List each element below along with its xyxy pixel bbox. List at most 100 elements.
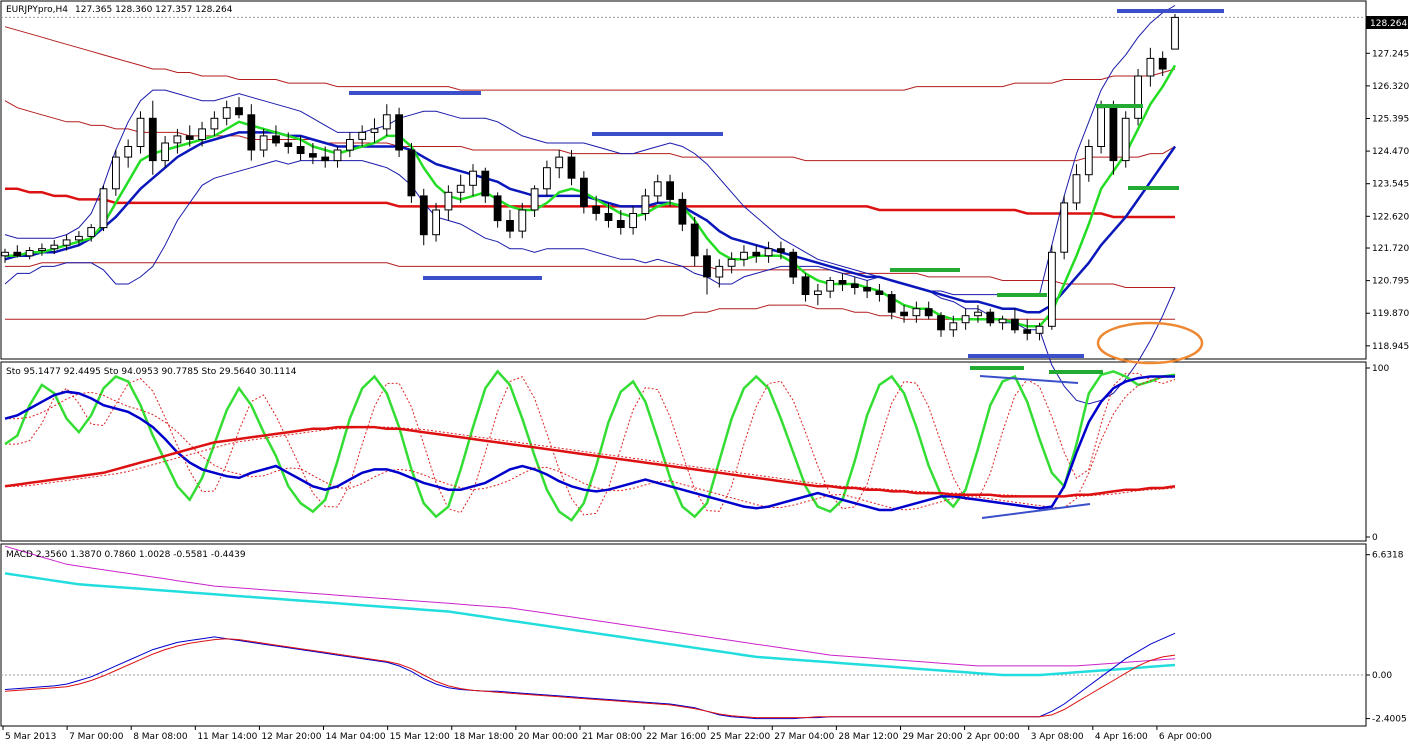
bullish-candle [210,117,219,130]
bearish-candle [616,220,625,228]
bearish-candle [850,283,859,288]
time-tick-label: 2 Apr 00:00 [967,732,1020,742]
bearish-candle [309,153,317,158]
bullish-candle [25,250,34,257]
bearish-candle [284,142,293,147]
bullish-candle [543,167,551,190]
bullish-candle [1048,251,1056,327]
time-tick-label: 3 Apr 08:00 [1031,732,1084,742]
time-tick-label: 29 Mar 20:00 [902,732,962,742]
bullish-candle [259,135,268,151]
bearish-candle [592,205,601,214]
bullish-candle [1084,146,1093,176]
bullish-candle [456,184,465,193]
moving-average-fast-line [5,64,1177,328]
bollinger-mid-line [4,131,1177,314]
bullish-candle [555,156,564,169]
envelope-mid-lower-line [5,262,1175,288]
price-y-tick-label: 120.795 [1372,277,1409,287]
bullish-candle [653,181,662,197]
current-price-tag: 128.264 [1370,19,1407,29]
bearish-candle [296,146,305,154]
bullish-candle [1097,107,1105,147]
bearish-candle [924,308,933,317]
bullish-candle [173,135,182,144]
bearish-candle [1109,107,1118,162]
bullish-candle [370,128,379,133]
bearish-candle [777,248,785,253]
time-tick-label: 6 Apr 00:00 [1159,732,1212,742]
bearish-candle [567,156,576,179]
sto-y-tick-label: 100 [1372,364,1389,374]
bullish-candle [469,170,477,186]
bearish-candle [1011,318,1019,331]
macd-signal-slow-line [4,572,1176,677]
bullish-candle [38,248,46,251]
bearish-candle [703,255,711,278]
price-symbol: EURJPYpro,H4 [6,5,68,15]
macd-pane-frame [0,543,1367,727]
bullish-candle [949,322,958,331]
macd-signal-line [4,638,1176,719]
time-tick-label: 21 Mar 08:00 [582,732,642,742]
bearish-candle [789,251,798,278]
bearish-candle [580,177,588,207]
bullish-candle [912,308,921,317]
bullish-candle [814,290,822,295]
bearish-candle [247,114,256,151]
bullish-candle [1072,174,1081,204]
macd-y-tick-label: 6.6318 [1372,551,1404,561]
envelope-upper-line [4,26,1176,91]
stochastic-medium-line-signal [5,376,1176,511]
bullish-candle [727,258,736,267]
bearish-candle [752,251,761,257]
stochastic-fast-line [4,369,1176,522]
bearish-candle [887,294,896,313]
bearish-candle [604,213,613,221]
bullish-candle [382,114,391,130]
stochastic-header: Sto 95.1477 92.4495 Sto 94.0953 90.7785 … [6,367,297,377]
stochastic-medium-line [4,375,1175,512]
time-tick-label: 5 Mar 2013 [5,732,56,742]
bullish-candle [136,117,145,148]
bollinger-lower-line [4,160,1176,405]
time-tick-label: 27 Mar 04:00 [774,732,834,742]
price-ohlc-values: 127.365 128.360 127.357 128.264 [75,5,233,15]
bullish-candle [641,195,650,214]
bearish-candle [863,287,872,292]
bullish-candle [87,227,96,237]
bearish-candle [407,149,416,197]
bearish-candle [506,220,514,232]
bearish-candle [986,311,995,324]
time-tick-label: 11 Mar 14:00 [197,732,257,742]
time-tick-label: 7 Mar 00:00 [69,732,124,742]
time-tick-label: 18 Mar 18:00 [454,732,514,742]
annotations [349,9,1224,519]
price-y-tick-label: 123.545 [1372,180,1409,190]
bullish-candle [75,235,83,241]
bearish-candle [666,181,675,200]
bullish-candle [826,280,835,292]
bearish-candle [148,117,157,162]
bearish-candle [321,156,330,162]
bullish-candle [358,131,367,140]
bullish-candle [1134,75,1142,119]
current-price-tag-bg [1366,16,1408,29]
bullish-candle [62,239,71,246]
price-y-tick-label: 122.620 [1372,212,1409,222]
bullish-candle [1121,117,1130,162]
price-y-tick-label: 118.945 [1372,342,1409,352]
time-tick-label: 8 Mar 08:00 [133,732,188,742]
bullish-candle [764,248,773,257]
bearish-candle [937,315,945,331]
bullish-candle [1060,202,1069,253]
bullish-candle [444,191,453,211]
bollinger-upper-line [4,5,1176,296]
bearish-candle [419,195,428,236]
bullish-candle [1146,57,1155,77]
bearish-candle [875,290,884,295]
bearish-candle [493,195,502,222]
moving-average-slow-line [5,187,1175,219]
bearish-candle [272,135,280,144]
